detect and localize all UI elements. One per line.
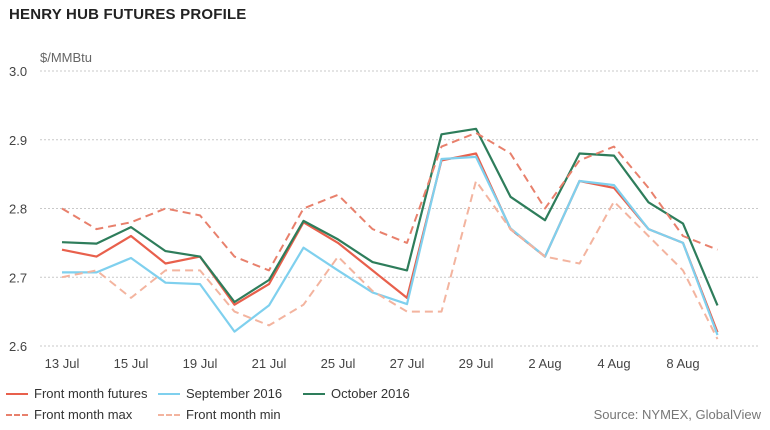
series-line-october-2016 <box>61 127 719 306</box>
x-tick-label: 4 Aug <box>597 356 630 371</box>
x-tick-label: 13 Jul <box>45 356 80 371</box>
legend-item-september-2016: September 2016 <box>158 386 282 401</box>
legend-swatch <box>6 413 28 416</box>
x-tick-label: 29 Jul <box>459 356 494 371</box>
legend-swatch <box>158 392 180 395</box>
legend-item-october-2016: October 2016 <box>303 386 410 401</box>
legend-item-front-month-min: Front month min <box>158 407 281 422</box>
y-tick-label: 3.0 <box>9 64 27 79</box>
x-tick-label: 19 Jul <box>183 356 218 371</box>
legend-item-front-month-futures: Front month futures <box>6 386 147 401</box>
legend-label: October 2016 <box>331 386 410 401</box>
series-line-front-month-max <box>61 131 718 272</box>
legend-label: September 2016 <box>186 386 283 401</box>
y-tick-label: 2.7 <box>9 270 27 285</box>
x-tick-label: 15 Jul <box>114 356 149 371</box>
x-tick-label: 21 Jul <box>252 356 287 371</box>
series-line-front-month-futures <box>61 152 719 333</box>
chart-title: HENRY HUB FUTURES PROFILE <box>9 6 247 23</box>
legend-swatch <box>158 413 180 416</box>
legend-item-front-month-max: Front month max <box>6 407 132 422</box>
source-note: Source: NYMEX, GlobalView <box>593 407 761 422</box>
legend-label: Front month futures <box>34 386 148 401</box>
x-tick-label: 8 Aug <box>666 356 699 371</box>
x-tick-label: 27 Jul <box>390 356 425 371</box>
y-tick-label: 2.8 <box>9 202 27 217</box>
legend-swatch <box>6 392 28 395</box>
x-tick-label: 25 Jul <box>321 356 356 371</box>
legend-swatch <box>303 392 325 395</box>
y-tick-label: 2.9 <box>9 133 27 148</box>
series-line-front-month-min <box>61 180 719 340</box>
x-tick-label: 2 Aug <box>528 356 561 371</box>
legend-label: Front month max <box>34 407 133 422</box>
y-axis-unit-label: $/MMBtu <box>40 50 92 65</box>
y-tick-label: 2.6 <box>9 339 27 354</box>
legend-label: Front month min <box>186 407 281 422</box>
line-chart: $/MMBtu 3.0 2.9 2.8 2.7 2.6 13 Jul 15 Jul 19 Jul… <box>9 50 760 371</box>
series-line-september-2016 <box>62 155 719 336</box>
